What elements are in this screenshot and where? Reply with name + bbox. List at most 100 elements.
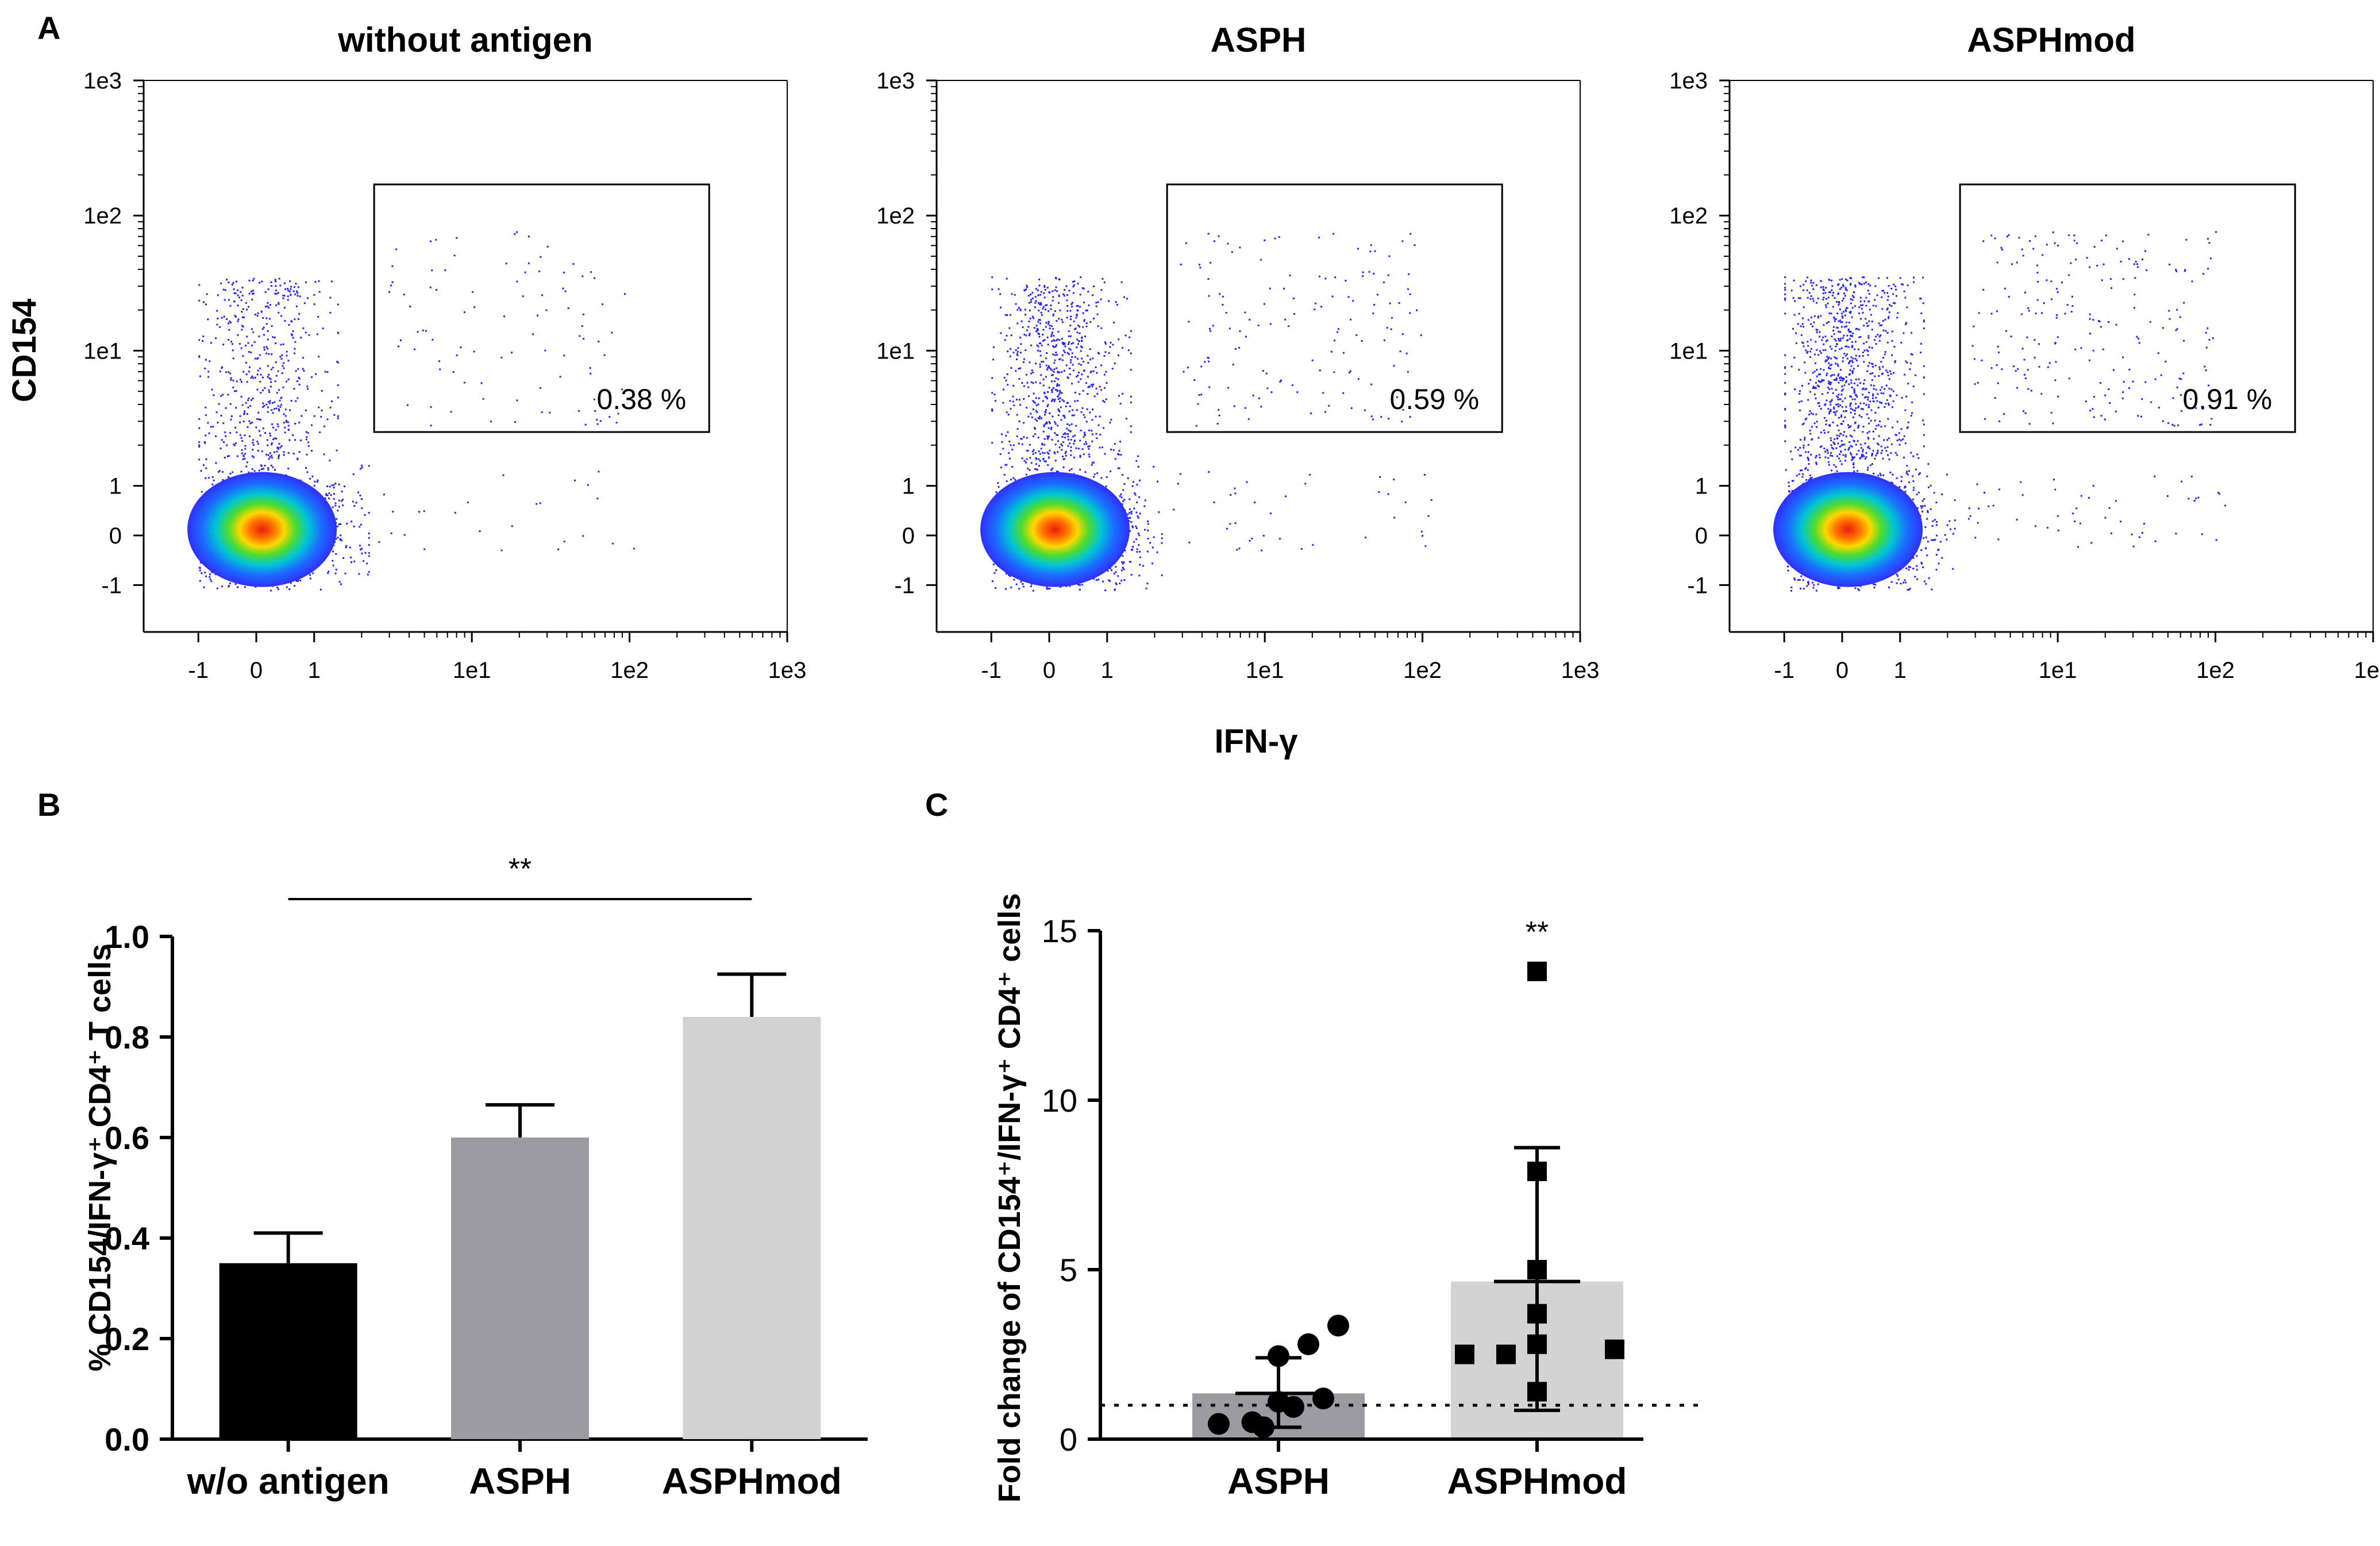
event-dot	[1853, 439, 1855, 442]
event-dot	[1831, 348, 1833, 350]
event-dot	[234, 583, 237, 585]
event-dot	[1878, 435, 1880, 437]
event-dot	[1070, 423, 1073, 425]
event-dot	[1082, 312, 1084, 314]
event-dot	[1029, 444, 1031, 446]
event-dot	[261, 376, 264, 379]
event-dot	[1063, 349, 1065, 352]
event-dot	[1851, 435, 1853, 438]
event-dot	[250, 377, 252, 379]
event-dot	[1127, 477, 1129, 479]
panel-label-a: A	[37, 10, 60, 46]
event-dot	[1081, 357, 1083, 360]
event-dot	[1085, 325, 1088, 327]
event-dot	[199, 561, 202, 564]
event-dot	[283, 451, 285, 453]
event-dot	[1027, 468, 1029, 470]
event-dot	[244, 448, 247, 450]
event-dot	[1085, 310, 1087, 312]
event-dot	[1877, 334, 1879, 336]
event-dot	[1831, 336, 1833, 338]
event-dot	[1863, 342, 1865, 345]
event-dot	[1830, 403, 1832, 406]
event-dot	[1063, 415, 1065, 417]
event-dot	[258, 469, 260, 472]
event-dot	[295, 580, 298, 582]
event-dot	[1822, 288, 1824, 290]
event-dot	[328, 492, 330, 495]
event-dot	[1858, 312, 1860, 314]
event-dot	[1046, 405, 1049, 407]
event-dot	[1833, 379, 1835, 381]
event-dot	[1198, 264, 1200, 266]
event-dot	[1407, 371, 1409, 373]
event-dot	[612, 542, 614, 545]
event-dot	[368, 512, 370, 514]
event-dot	[1058, 294, 1060, 296]
event-dot	[1073, 284, 1075, 286]
event-dot	[256, 358, 259, 360]
event-dot	[337, 396, 339, 399]
event-dot	[1200, 394, 1203, 396]
event-dot	[1823, 429, 1825, 431]
event-dot	[1841, 390, 1843, 392]
event-dot	[1119, 495, 1121, 498]
event-dot	[1784, 392, 1786, 395]
event-dot	[296, 380, 298, 383]
y-tick-label: 1e3	[876, 68, 915, 94]
event-dot	[1801, 423, 1804, 426]
event-dot	[1087, 446, 1089, 448]
event-dot	[1839, 279, 1841, 281]
event-dot	[1091, 419, 1093, 421]
event-dot	[1784, 426, 1786, 429]
event-dot	[202, 340, 204, 342]
event-dot	[388, 291, 391, 293]
event-dot	[210, 580, 213, 583]
event-dot	[254, 357, 256, 360]
event-dot	[1009, 314, 1011, 316]
event-dot	[1081, 340, 1083, 342]
event-dot	[208, 432, 210, 434]
event-dot	[1362, 275, 1364, 277]
event-dot	[219, 371, 221, 373]
event-dot	[232, 349, 234, 352]
event-dot	[287, 452, 290, 454]
event-dot	[306, 385, 309, 388]
event-dot	[1834, 363, 1836, 365]
event-dot	[1270, 391, 1273, 394]
event-dot	[247, 399, 249, 402]
event-dot	[1038, 278, 1041, 280]
event-dot	[1854, 284, 1857, 287]
event-dot	[1794, 446, 1797, 449]
event-dot	[357, 491, 359, 494]
event-dot	[1129, 530, 1131, 532]
event-dot	[1872, 395, 1874, 397]
event-dot	[1047, 344, 1049, 346]
event-dot	[1043, 292, 1045, 294]
event-dot	[1035, 457, 1037, 459]
event-dot	[271, 442, 273, 444]
event-dot	[1034, 302, 1037, 304]
event-dot	[1857, 425, 1859, 427]
event-dot	[1092, 383, 1095, 385]
event-dot	[1875, 305, 1877, 307]
event-dot	[1427, 515, 1430, 517]
event-dot	[230, 379, 232, 381]
event-dot	[1108, 300, 1110, 302]
event-dot	[303, 302, 306, 304]
event-dot	[228, 476, 230, 478]
event-dot	[1861, 307, 1863, 310]
event-dot	[1002, 402, 1004, 404]
event-dot	[269, 452, 271, 454]
event-dot	[1050, 400, 1053, 402]
event-dot	[1139, 556, 1142, 558]
event-dot	[280, 397, 282, 399]
event-dot	[275, 292, 278, 295]
event-dot	[1269, 323, 1272, 325]
event-dot	[278, 442, 280, 445]
event-dot	[283, 422, 285, 424]
event-dot	[296, 295, 299, 297]
event-dot	[1079, 332, 1081, 334]
event-dot	[274, 469, 276, 471]
event-dot	[242, 308, 244, 310]
